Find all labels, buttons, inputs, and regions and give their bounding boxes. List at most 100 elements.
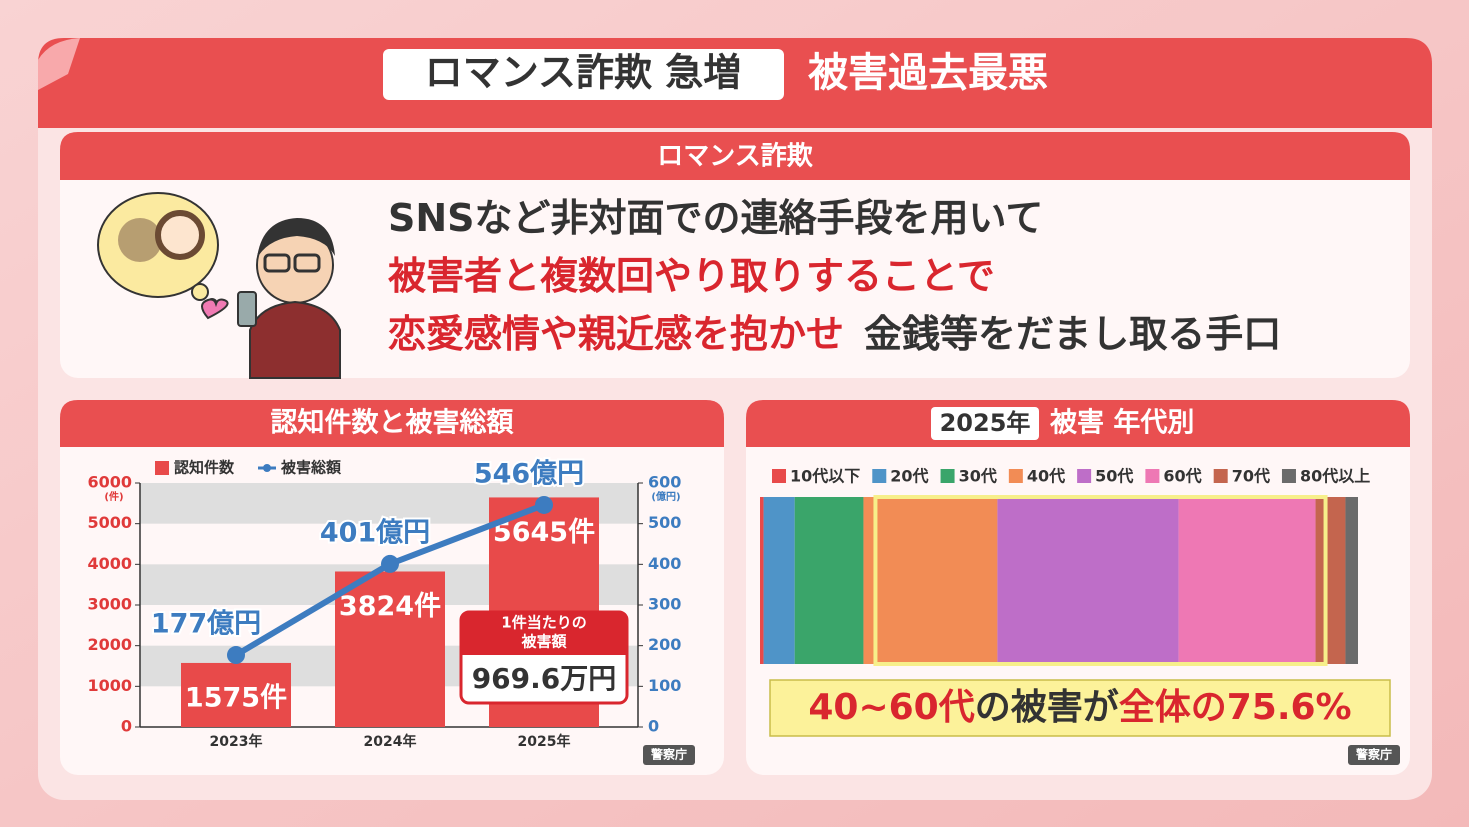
legend-swatch	[772, 469, 786, 483]
man-hair	[257, 218, 335, 258]
right-panel-band	[746, 400, 1410, 447]
y-tick-label: 0	[121, 717, 132, 736]
definition-segment: 恋愛感情や親近感を抱かせ	[388, 312, 844, 356]
legend-swatch	[1213, 469, 1228, 483]
header-tag-box	[383, 49, 784, 100]
phone	[237, 291, 257, 327]
title-tag-box	[931, 407, 1039, 440]
y2-tick-label: 500	[648, 513, 681, 532]
definition-band	[60, 132, 1410, 180]
left-panel-band	[60, 400, 724, 447]
y-unit: (件)	[104, 490, 123, 503]
annotation-segment: の被害が	[975, 687, 1119, 728]
callout-title: 1件当たりの	[501, 614, 586, 632]
bar	[181, 662, 291, 727]
definition-line: 被害者と複数回やり取りすることで	[388, 254, 995, 298]
chart-damage-trend: 0 1000 2000 3000 4000 5000 6000(件) 0 100 200 300 40…	[87, 456, 695, 765]
girl-face	[155, 210, 205, 260]
header-tag: ロマンス詐欺 急増	[425, 51, 741, 95]
legend-label: 10代以下	[790, 467, 860, 486]
source: 警察庁	[650, 747, 687, 762]
callout-band	[461, 612, 627, 655]
header-title: 被害過去最悪	[808, 50, 1048, 96]
source-box	[1348, 745, 1400, 765]
legend-swatch	[1145, 469, 1160, 483]
y2-tick-label: 600	[648, 473, 681, 492]
legend-swatch	[872, 469, 887, 483]
definition-segment: 被害者と複数回やり取りすることで	[388, 254, 995, 298]
bar-value-label: 1575件	[185, 682, 287, 713]
bar-segment	[863, 497, 998, 664]
y-tick-label: 3000	[87, 595, 132, 614]
legend-label: 被害総額	[280, 459, 342, 477]
x-tick-label: 2023年	[210, 733, 263, 750]
y2-tick-label: 400	[648, 554, 681, 573]
y-tick-label: 1000	[87, 676, 132, 695]
bar-segment	[794, 497, 864, 664]
legend-label: 30代	[959, 467, 997, 486]
line-point	[227, 646, 245, 665]
bar-segment	[1315, 497, 1346, 664]
line-value-label: 546億円	[474, 458, 584, 489]
legend-label: 20代	[890, 467, 928, 486]
chart-title-tag: 2025年	[940, 409, 1031, 437]
chart-age-breakdown: 10代以下 20代 30代 40代 50代 60代 70代 80代以上 40~60代の被害が全体…	[760, 467, 1400, 765]
x-tick-label: 2025年	[518, 733, 571, 750]
definition-panel	[60, 132, 1410, 378]
man-jacket	[249, 300, 341, 379]
bar-value-label: 3824件	[339, 591, 441, 622]
legend-label: 50代	[1095, 467, 1133, 486]
legend-label: 60代	[1163, 467, 1201, 486]
y-tick-label: 6000	[87, 473, 132, 492]
annotation-segment: 全体の75.6%	[1119, 687, 1352, 728]
heart	[201, 298, 229, 320]
legend-swatch	[155, 461, 169, 475]
line-value-label: 177億円	[151, 609, 261, 640]
annotation: 40~60代の被害が全体の75.6%	[808, 687, 1351, 728]
source-box	[643, 745, 695, 765]
illustration	[97, 192, 341, 379]
legend-label: 70代	[1232, 467, 1270, 486]
y2-unit: (億円)	[651, 490, 680, 503]
legend-marker	[263, 464, 271, 472]
callout-title: 被害額	[520, 633, 567, 651]
line-value-label: 401億円	[320, 517, 430, 548]
legend-swatch	[940, 469, 955, 483]
y-tick-label: 2000	[87, 635, 132, 654]
legend-label: 40代	[1027, 467, 1065, 486]
legend-label: 80代以上	[1300, 467, 1370, 486]
annotation-segment: 40~60代	[808, 687, 974, 728]
legend-label: 認知件数	[174, 459, 235, 477]
legend-swatch	[1008, 469, 1023, 483]
highlight-frame	[873, 495, 1328, 666]
bar-segment	[763, 497, 795, 664]
bubble-dot	[191, 283, 209, 301]
page-curl	[38, 38, 80, 90]
definition-title: ロマンス詐欺	[657, 141, 812, 172]
figure-shadow	[118, 218, 162, 262]
source: 警察庁	[1355, 747, 1392, 762]
chart-title: 被害 年代別	[1049, 407, 1194, 439]
definition-line: SNSなど非対面での連絡手段を用いて	[388, 196, 1043, 240]
bar	[335, 571, 445, 727]
line-point	[535, 495, 553, 514]
bar-segment	[997, 497, 1179, 664]
annotation-box	[769, 679, 1391, 737]
y-tick-label: 4000	[87, 554, 132, 573]
bar-segment	[1178, 497, 1316, 664]
bar-segment	[760, 497, 764, 664]
definition-line: 恋愛感情や親近感を抱かせ 金銭等をだまし取る手口	[388, 312, 1281, 356]
y-tick-label: 5000	[87, 513, 132, 532]
line-point	[381, 554, 399, 573]
callout-value: 969.6万円	[472, 662, 617, 695]
y2-tick-label: 0	[648, 717, 659, 736]
y2-tick-label: 200	[648, 635, 681, 654]
chart-title: 認知件数と被害総額	[271, 407, 515, 439]
definition-segment: 金銭等をだまし取る手口	[864, 312, 1281, 356]
x-tick-label: 2024年	[364, 733, 417, 750]
legend-swatch	[1281, 469, 1296, 483]
glasses	[263, 253, 291, 273]
bar-value-label: 5645件	[493, 517, 595, 548]
